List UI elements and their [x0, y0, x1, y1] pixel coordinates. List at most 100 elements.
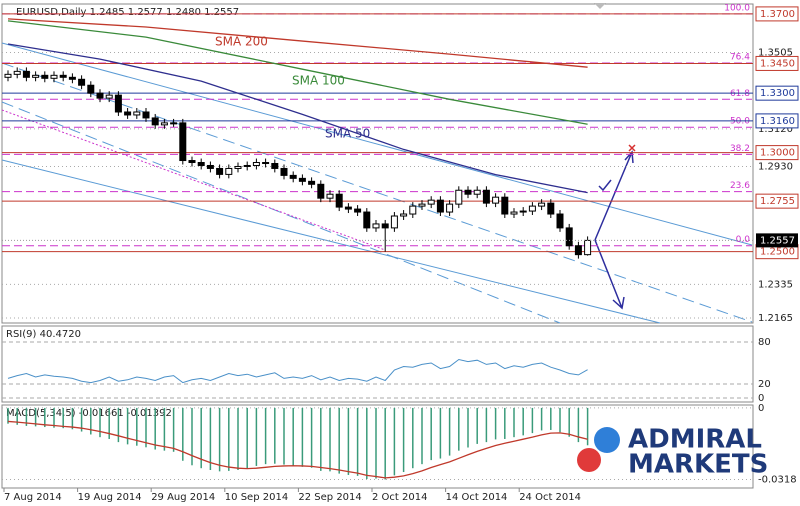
candle-body	[308, 180, 316, 185]
candle-body	[556, 213, 564, 229]
brand-name: MARKETS	[628, 450, 768, 480]
level-label: 1.2500	[760, 247, 795, 258]
arrow-up	[594, 150, 634, 241]
candle-body	[574, 245, 582, 256]
x-tick-label: 24 Oct 2014	[519, 492, 581, 503]
logo-dot	[577, 448, 601, 472]
y-tick-label: -0.0318	[758, 474, 797, 485]
level-label: 1.3000	[760, 148, 795, 159]
candle-body	[32, 74, 40, 78]
candle-body	[427, 199, 435, 205]
level-box	[755, 55, 799, 71]
y-tick-label: 80	[758, 337, 771, 348]
level-label: 1.2755	[760, 196, 795, 207]
candle-body	[216, 167, 224, 175]
price-panel	[1, 3, 754, 324]
candle-body	[482, 189, 490, 204]
y-tick-label: 1.3505	[758, 48, 793, 59]
candle-body	[41, 74, 49, 79]
sma-label: SMA 200	[215, 35, 268, 49]
x-tick-label: 22 Sep 2014	[298, 492, 361, 503]
sma-line	[7, 20, 588, 125]
candle-body	[252, 162, 260, 166]
candle-body	[492, 196, 500, 204]
y-tick-label: 1.2930	[758, 161, 793, 172]
x-tick-label: 2 Oct 2014	[372, 492, 427, 503]
x-tick-label: 14 Oct 2014	[446, 492, 508, 503]
trend-lines	[1, 42, 753, 324]
candle-body	[197, 162, 205, 166]
candle-body	[59, 74, 67, 78]
candle-body	[317, 183, 325, 199]
candle-body	[446, 203, 454, 213]
candle-body	[4, 73, 12, 78]
cross-mark	[628, 144, 636, 152]
candle-body	[326, 193, 334, 199]
candle-body	[510, 211, 518, 215]
sma-line	[7, 43, 588, 194]
level-box	[755, 193, 799, 209]
y-tick-label: 1.2165	[758, 313, 793, 324]
rsi-title: RSI(9) 40.4720	[6, 329, 81, 340]
candle-body	[436, 199, 444, 213]
candle-body	[289, 174, 297, 179]
candle-body	[344, 206, 352, 210]
sma-label: SMA 50	[325, 127, 370, 141]
candle-body	[584, 239, 592, 256]
candle-body	[464, 189, 472, 195]
x-tick-label: 7 Aug 2014	[4, 492, 62, 503]
candle-body	[151, 117, 159, 126]
candle-body	[243, 164, 251, 167]
candle-body	[87, 84, 95, 94]
candle-body	[262, 162, 270, 165]
fib-label: 61.8	[730, 89, 750, 99]
level-box	[755, 113, 799, 129]
last-price-label: 1.2557	[760, 235, 795, 246]
fib-label: 0.0	[736, 235, 751, 245]
candle-body	[280, 167, 288, 176]
candle-body	[519, 210, 527, 213]
candle-body	[381, 223, 389, 229]
candle-body	[418, 203, 426, 207]
candle-body	[206, 164, 214, 169]
y-tick-label: 0	[758, 393, 764, 404]
candle-body	[390, 215, 398, 229]
chart-title: EURUSD,Daily 1.2485 1.2577 1.2480 1.2557	[16, 7, 239, 18]
candle-body	[528, 205, 536, 212]
fib-label: 76.4	[730, 53, 750, 63]
arrow-down	[594, 239, 625, 310]
candle-body	[114, 94, 122, 113]
level-box	[755, 145, 799, 161]
candle-body	[538, 202, 546, 207]
fib-label: 23.6	[730, 181, 750, 191]
candle-body	[22, 70, 30, 78]
candle-body	[13, 70, 21, 75]
candle-body	[363, 211, 371, 229]
candle-body	[50, 74, 58, 79]
channel-line	[1, 101, 561, 324]
fib-label: 50.0	[730, 117, 750, 127]
candle-body	[372, 223, 380, 229]
y-tick-label: 1.2335	[758, 279, 793, 290]
level-label: 1.3160	[760, 116, 795, 127]
rsi-panel	[1, 325, 754, 403]
level-label: 1.3700	[760, 9, 795, 20]
x-tick-label: 10 Sep 2014	[225, 492, 288, 503]
candle-body	[179, 122, 187, 162]
level-label: 1.3450	[760, 58, 795, 69]
level-box	[755, 85, 799, 101]
candle-body	[225, 167, 233, 175]
forecast-arrows	[594, 144, 636, 310]
candle-body	[96, 92, 104, 99]
level-box	[755, 6, 799, 22]
macd-title: MACD(5,34,5) -0.01661 -0.01392	[6, 408, 172, 419]
scroll-marker	[594, 3, 606, 9]
candle-body	[68, 76, 76, 80]
candle-body	[188, 160, 196, 164]
candle-body	[547, 202, 555, 215]
fib-label: 100.0	[724, 3, 750, 13]
channel-line	[1, 42, 753, 246]
candle-body	[354, 208, 362, 213]
